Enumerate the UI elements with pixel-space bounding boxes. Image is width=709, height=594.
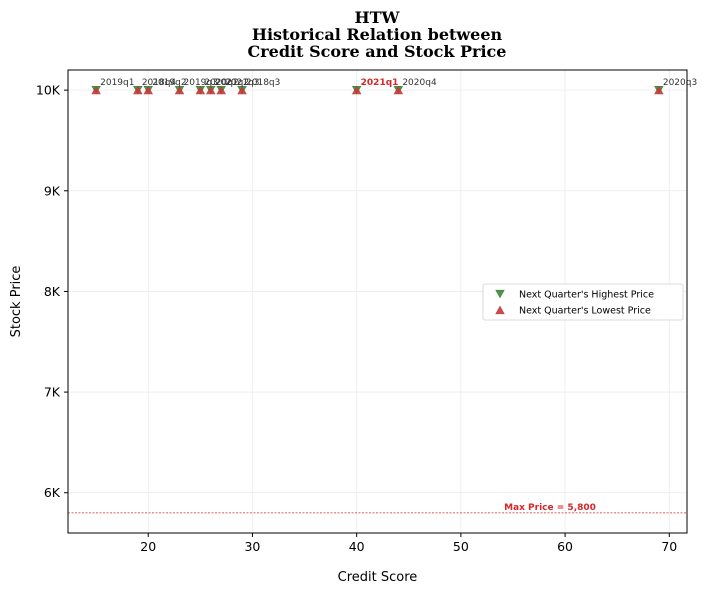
- lowest-price-marker: [143, 85, 153, 95]
- point-label: 2021q3: [225, 78, 259, 88]
- lowest-price-marker: [393, 85, 404, 95]
- y-tick-label: 9K: [44, 183, 61, 198]
- legend-box: [482, 283, 684, 321]
- lowest-price-marker: [351, 85, 362, 95]
- lowest-price-marker: [133, 85, 143, 95]
- title-line: Credit Score and Stock Price: [248, 42, 507, 61]
- point-label: 2020q4: [402, 78, 437, 88]
- x-tick-label: 20: [140, 539, 156, 554]
- legend-marker: [495, 289, 505, 299]
- point-label: 2020q2: [204, 78, 238, 88]
- legend-marker: [495, 305, 505, 315]
- lowest-price-marker: [216, 85, 226, 95]
- x-tick-label: 30: [244, 539, 260, 554]
- y-axis-label: Stock Price: [9, 266, 24, 338]
- x-tick-label: 50: [453, 539, 469, 554]
- lowest-price-marker: [654, 85, 664, 95]
- y-tick-label: 7K: [44, 385, 61, 400]
- point-label: 2018q4: [142, 78, 177, 88]
- max-price-label: Max Price = 5,800: [504, 503, 596, 513]
- y-tick-label: 10K: [36, 83, 61, 98]
- x-tick-label: 60: [557, 539, 573, 554]
- lowest-price-marker: [195, 85, 206, 95]
- y-tick-label: 8K: [44, 284, 61, 299]
- axis-ticks: 20 30 40 50 60 70 6K 7K 8K 9K 10K: [36, 83, 677, 554]
- reference-line-group: Max Price = 5,800: [68, 503, 687, 514]
- point-label: 2019q3: [184, 78, 218, 88]
- y-tick-label: 6K: [44, 485, 61, 500]
- title-line: Historical Relation between: [252, 25, 503, 44]
- point-label: 2021q1: [361, 78, 399, 88]
- point-label: 2019q1: [100, 78, 134, 88]
- lowest-price-marker: [91, 85, 101, 95]
- title-line: HTW: [355, 8, 401, 27]
- point-label: 2020q3: [663, 78, 697, 88]
- legend: Next Quarter's Highest Price Next Quarter…: [482, 283, 684, 321]
- lowest-price-marker: [174, 85, 185, 95]
- legend-entry: Next Quarter's Lowest Price: [519, 306, 651, 317]
- point-label: 2021q2: [215, 78, 249, 88]
- point-label: 2019q2: [152, 78, 186, 88]
- data-points: [91, 85, 664, 95]
- lowest-price-marker: [206, 85, 216, 95]
- legend-entry: Next Quarter's Highest Price: [519, 290, 654, 301]
- x-tick-label: 40: [349, 539, 365, 554]
- plot-frame: [67, 69, 688, 534]
- point-labels: 2019q1 2018q42019q22019q32020q22021q22021…: [100, 78, 697, 88]
- lowest-price-marker: [237, 85, 247, 95]
- x-axis-label: Credit Score: [338, 570, 418, 585]
- grid: [68, 70, 687, 533]
- x-tick-label: 70: [661, 539, 677, 554]
- point-label: 2018q3: [246, 78, 280, 88]
